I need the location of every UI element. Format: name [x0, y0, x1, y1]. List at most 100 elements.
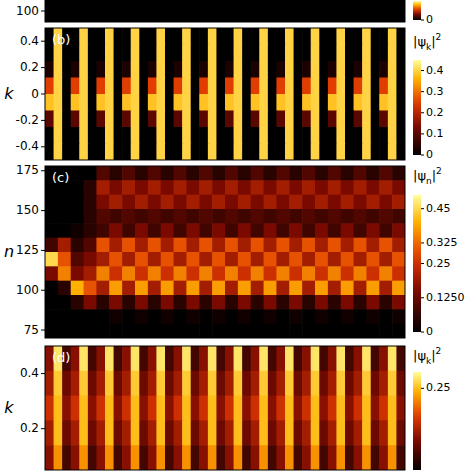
cell: [264, 266, 277, 281]
cell: [396, 346, 405, 371]
cell: [379, 281, 392, 296]
cell: [311, 445, 320, 470]
cell: [131, 144, 140, 161]
cell: [362, 61, 371, 78]
cell: [328, 281, 341, 296]
cell: [109, 238, 122, 253]
cell: [251, 266, 264, 281]
cell: [148, 223, 161, 238]
y-tick: [41, 94, 45, 95]
cell: [71, 111, 80, 128]
cell: [379, 252, 392, 267]
cell: [315, 180, 328, 195]
cell: [341, 252, 354, 267]
cell: [122, 111, 131, 128]
cell: [122, 324, 135, 338]
cell: [148, 144, 157, 161]
y-tick-label: 0: [31, 87, 39, 101]
cell: [341, 238, 354, 253]
cell: [388, 61, 397, 78]
cell: [148, 195, 161, 210]
cell: [259, 94, 268, 111]
cell: [285, 94, 294, 111]
cell: [388, 111, 397, 128]
cell: [276, 61, 285, 78]
cell: [139, 144, 148, 161]
cell: [285, 445, 294, 470]
cell: [276, 281, 289, 296]
cell: [276, 396, 285, 421]
cell: [388, 127, 397, 144]
cell: [388, 445, 397, 470]
cell: [311, 396, 320, 421]
cell: [45, 144, 54, 161]
panel-label: (c): [52, 170, 69, 185]
cell: [71, 266, 84, 281]
cell: [251, 195, 264, 210]
y-tick-label: 0.2: [20, 421, 39, 435]
cell: [285, 45, 294, 62]
cell: [58, 195, 71, 210]
cell: [191, 127, 200, 144]
cell: [122, 223, 135, 238]
cell: [276, 78, 285, 95]
cell: [268, 127, 277, 144]
cell: [208, 94, 217, 111]
cell: [251, 281, 264, 296]
cell: [379, 223, 392, 238]
cell: [302, 295, 315, 310]
cell: [336, 420, 345, 445]
cell: [71, 324, 84, 338]
cell: [264, 295, 277, 310]
cell: [156, 94, 165, 111]
cell: [148, 209, 161, 224]
cell: [388, 420, 397, 445]
cell: [251, 144, 260, 161]
y-tick: [41, 120, 45, 121]
colorbar-tick-label: 0.25: [426, 257, 451, 270]
cell: [366, 195, 379, 210]
cell: [139, 61, 148, 78]
cell: [84, 223, 97, 238]
cell: [225, 371, 234, 396]
cell: [289, 295, 302, 310]
y-axis-title: k: [4, 84, 14, 103]
colorbar-tick: [421, 208, 424, 209]
cell: [79, 144, 88, 161]
cell: [174, 166, 187, 181]
cell: [388, 45, 397, 62]
cell: [71, 252, 84, 267]
cell: [71, 295, 84, 310]
cell: [105, 78, 114, 95]
cell: [139, 94, 148, 111]
cell: [302, 396, 311, 421]
cell: [84, 195, 97, 210]
cell: [199, 45, 208, 62]
cell: [328, 266, 341, 281]
cell: [216, 28, 225, 45]
cell: [105, 371, 114, 396]
cell: [328, 195, 341, 210]
panel-label: (d): [52, 350, 70, 365]
cell: [191, 61, 200, 78]
cell: [276, 45, 285, 62]
frame: [45, 0, 405, 22]
cell: [336, 371, 345, 396]
cell: [371, 144, 380, 161]
cell: [396, 371, 405, 396]
cell: [135, 309, 148, 324]
cell: [276, 238, 289, 253]
cell: [294, 111, 303, 128]
cell: [58, 223, 71, 238]
cell: [341, 195, 354, 210]
cell: [311, 371, 320, 396]
cell: [354, 238, 367, 253]
cell: [371, 346, 380, 371]
colorbar-tick-label: 0.45: [426, 202, 451, 215]
cell: [135, 195, 148, 210]
cell: [285, 420, 294, 445]
cell: [268, 45, 277, 62]
cell: [345, 144, 354, 161]
cell: [319, 94, 328, 111]
cell: [54, 371, 63, 396]
